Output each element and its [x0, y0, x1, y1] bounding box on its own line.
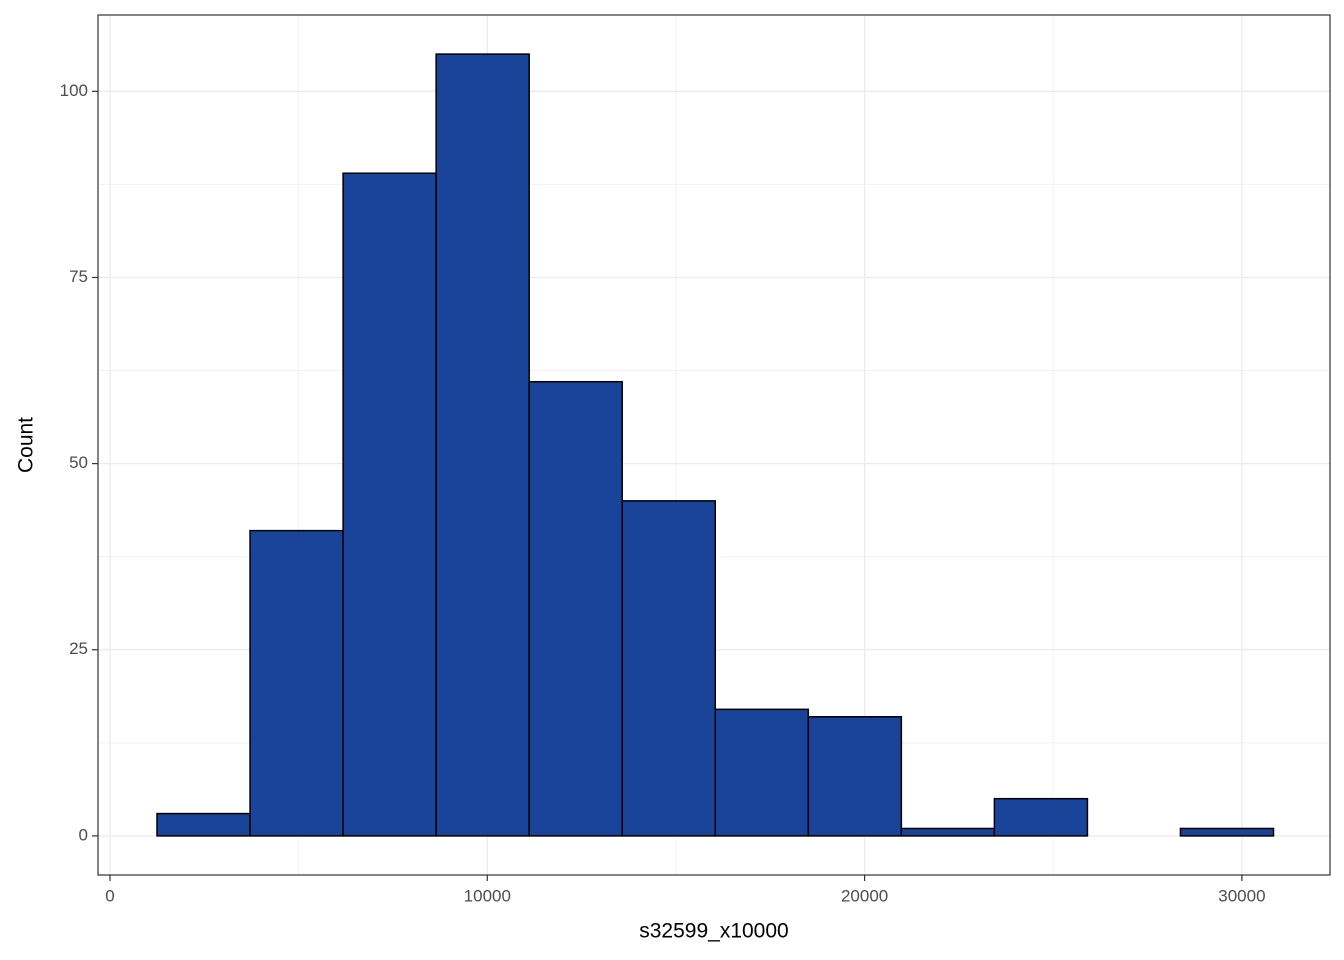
- y-tick-label: 25: [69, 639, 88, 658]
- bar: [342, 172, 437, 837]
- bar: [156, 812, 251, 837]
- bar: [435, 53, 530, 837]
- x-axis-title: s32599_x10000: [639, 920, 788, 943]
- y-axis-title: Count: [15, 417, 38, 473]
- y-tick-label: 75: [69, 267, 88, 286]
- bar: [807, 716, 903, 837]
- x-tick-label: 0: [105, 886, 114, 905]
- x-tick-label: 10000: [464, 886, 511, 905]
- bar: [714, 708, 810, 837]
- panel-border: [97, 14, 1331, 876]
- bar: [528, 380, 623, 837]
- bar: [621, 500, 717, 837]
- bar: [900, 827, 996, 837]
- x-tick-label: 20000: [841, 886, 888, 905]
- y-tick-label: 100: [60, 81, 88, 100]
- bar: [993, 797, 1089, 837]
- y-tick-label: 50: [69, 453, 88, 472]
- y-tick-label: 0: [79, 825, 88, 844]
- bar: [1179, 827, 1275, 837]
- x-tick-label: 30000: [1218, 886, 1265, 905]
- bar: [249, 529, 344, 837]
